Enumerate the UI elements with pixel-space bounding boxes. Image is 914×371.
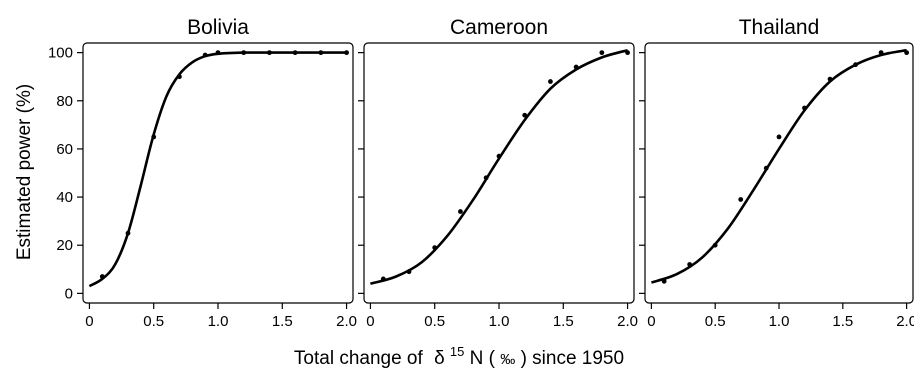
x-tick-label: 1.0 — [769, 313, 790, 330]
data-point — [548, 79, 553, 84]
data-point — [380, 276, 386, 282]
y-tick-label: 40 — [56, 189, 73, 206]
data-point — [599, 50, 605, 56]
data-point — [687, 262, 693, 267]
data-point — [292, 50, 298, 56]
fitted-curve — [370, 48, 628, 285]
x-tick-label: 0 — [647, 313, 655, 330]
data-point — [125, 230, 131, 236]
y-tick-label: 100 — [48, 45, 73, 62]
data-point — [738, 197, 744, 202]
data-point — [763, 165, 769, 171]
y-tick-label: 60 — [56, 141, 73, 158]
x-tick-label: 2.0 — [336, 313, 357, 330]
y-tick-label: 80 — [56, 93, 73, 110]
x-tick-label: 1.0 — [489, 313, 510, 330]
plot-frame — [82, 42, 354, 304]
data-point — [625, 50, 630, 56]
x-tick-label: 1.0 — [208, 313, 229, 330]
x-tick-label: 2.0 — [617, 313, 638, 330]
y-tick-label: 0 — [65, 285, 73, 302]
data-point — [776, 134, 782, 140]
data-point — [522, 112, 528, 118]
x-tick-label: 1.5 — [553, 313, 574, 330]
data-point — [496, 153, 502, 159]
data-point — [177, 74, 182, 80]
panel-title: Bolivia — [187, 16, 249, 39]
data-point — [318, 50, 324, 56]
data-point — [406, 269, 412, 275]
y-axis-label: Estimated power (%) — [14, 84, 35, 260]
panel-title: Cameroon — [450, 16, 548, 39]
data-point — [661, 278, 667, 284]
x-tick-label: 1.5 — [272, 313, 293, 330]
x-axis-label-superscript: 15 — [450, 344, 464, 359]
data-point — [458, 209, 463, 214]
x-tick-label: 0.5 — [424, 313, 445, 330]
x-axis-label-element: N ( — [470, 348, 496, 369]
x-tick-label: 0.5 — [705, 313, 726, 330]
x-axis-label-delta: δ — [434, 348, 445, 369]
x-tick-label: 2.0 — [896, 313, 914, 330]
data-point — [802, 105, 807, 111]
x-tick-label: 0 — [366, 313, 374, 330]
data-point — [483, 175, 489, 181]
data-point — [432, 245, 438, 251]
data-point — [215, 50, 221, 56]
data-point — [878, 50, 884, 56]
panel-cameroon: Cameroon 0 0.5 1.0 1.5 2.0 — [358, 16, 638, 330]
panel-thailand: Thailand 0 0.5 1.0 1.5 2.0 — [639, 16, 914, 330]
panels: Bolivia 0 0.5 1.0 1.5 2.0 0 20 40 60 80 100 Cameroon… — [48, 16, 914, 330]
data-point — [202, 52, 208, 58]
data-point — [99, 274, 105, 279]
data-point — [267, 50, 272, 56]
fitted-curve — [650, 48, 907, 284]
data-point — [904, 50, 910, 56]
data-point — [853, 62, 858, 68]
data-point — [712, 242, 718, 248]
panel-title: Thailand — [739, 16, 820, 39]
panel-bolivia: Bolivia 0 0.5 1.0 1.5 2.0 0 20 40 60 80 100 — [48, 16, 357, 330]
x-tick-label: 0.5 — [143, 313, 164, 330]
data-point — [573, 64, 579, 70]
x-axis-label: Total change of δ 15 N ( ‰ ) since 1950 — [294, 340, 624, 369]
x-axis-label-permil: ‰ — [500, 351, 515, 368]
fitted-curve — [88, 51, 347, 288]
x-axis-label-suffix: ) since 1950 — [521, 348, 625, 369]
plot-frame — [644, 42, 914, 304]
data-point — [241, 50, 247, 56]
x-tick-label: 1.5 — [832, 313, 853, 330]
data-point — [827, 76, 833, 82]
x-axis-label-prefix: Total change of — [294, 348, 428, 369]
data-point — [151, 134, 157, 140]
data-point — [344, 50, 349, 56]
x-tick-label: 0 — [85, 313, 93, 330]
plot-frame — [363, 42, 635, 304]
y-tick-label: 20 — [56, 237, 73, 254]
